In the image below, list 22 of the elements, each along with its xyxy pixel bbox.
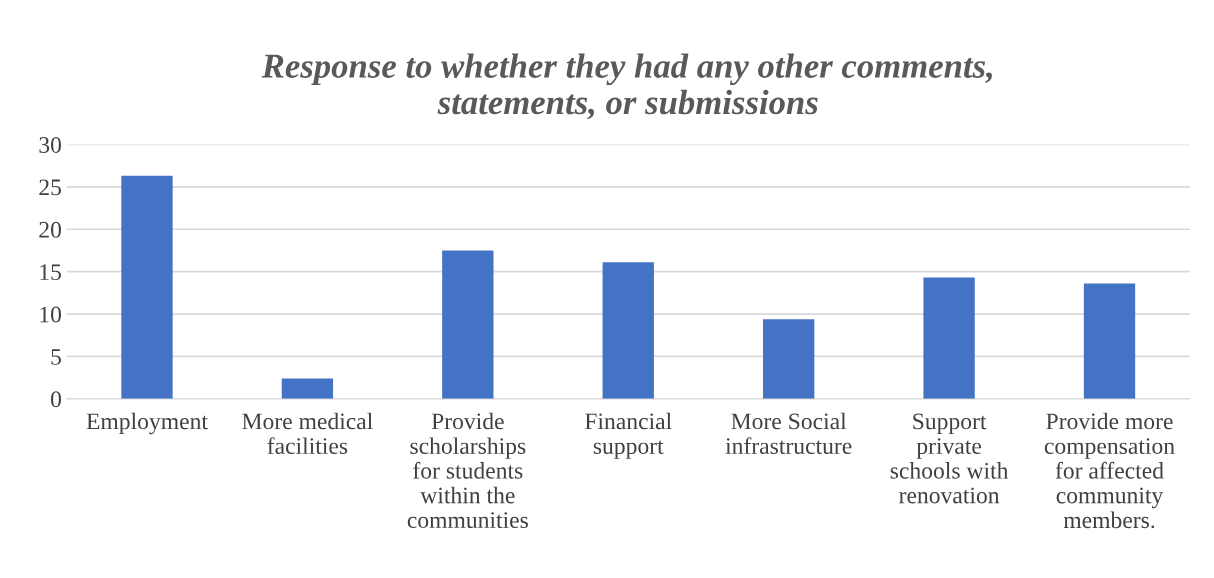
y-tick-label: 20 [39, 221, 62, 238]
y-tick-label: 0 [51, 391, 62, 408]
x-tick-label: Employment [86, 412, 208, 435]
bar [602, 262, 654, 399]
x-tick-label: Financial support [584, 412, 672, 459]
chart-title: Response to whether they had any other comments, statements, or submissions [261, 53, 992, 120]
x-tick-label: Provide more compensation for affected community members. [1044, 412, 1175, 529]
y-tick-label: 30 [39, 136, 62, 153]
bar [923, 277, 975, 399]
x-tick-label: More Social infrastructure [725, 412, 852, 455]
bar [1083, 283, 1136, 399]
y-tick-label: 5 [51, 349, 61, 365]
bar [763, 319, 815, 399]
x-tick-label: More medical facilities [242, 412, 373, 455]
y-tick-label: 10 [40, 306, 62, 323]
x-tick-label: Support private schools with renovation [890, 413, 1009, 504]
bar [121, 175, 173, 399]
y-tick-label: 25 [39, 179, 61, 196]
x-tick-label: Provide scholarships for students within the communities [407, 412, 528, 529]
bar [281, 378, 334, 399]
y-tick-label: 15 [40, 264, 61, 281]
bar [442, 250, 494, 399]
